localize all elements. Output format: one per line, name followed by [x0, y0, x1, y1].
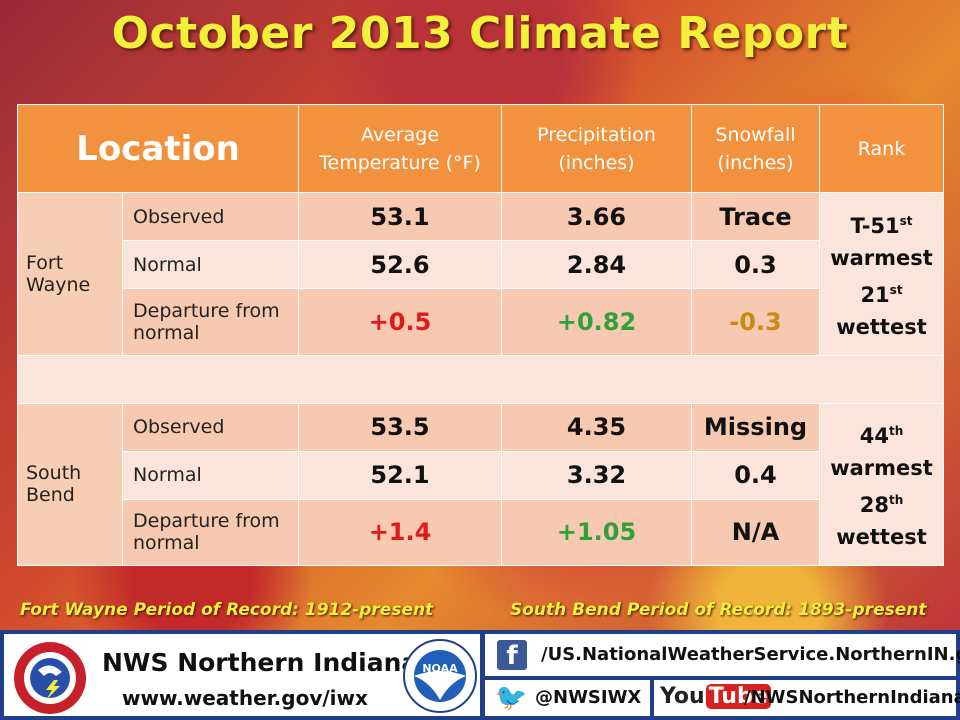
- sb-precip-rank: 28: [859, 493, 889, 518]
- header-rank: Rank: [819, 103, 944, 194]
- fw-precip-rank-word: wettest: [836, 314, 927, 339]
- location-south-bend: South Bend: [17, 402, 123, 567]
- sb-observed-snow: Missing: [691, 402, 820, 452]
- sb-normal-precip: 3.32: [501, 450, 692, 500]
- facebook-icon[interactable]: f: [497, 640, 527, 671]
- footer: NWS Northern Indiana www.weather.gov/iwx…: [0, 630, 960, 720]
- noaa-logo-icon[interactable]: NOAA: [402, 638, 478, 718]
- table-row: Departure from normal +0.5 +0.82 -0.3: [17, 288, 944, 356]
- fw-temp-rank-suffix: st: [899, 213, 913, 228]
- sb-temp-rank-word: warmest: [830, 456, 933, 481]
- table-row: Normal 52.1 3.32 0.4: [17, 450, 944, 500]
- fw-normal-snow: 0.3: [691, 240, 820, 290]
- sb-observed-precip: 4.35: [501, 402, 692, 452]
- youtube-logo-tube: Tube: [705, 684, 771, 709]
- header-avg-temp: Average Temperature (°F): [298, 103, 502, 194]
- row-label-departure: Departure from normal: [122, 288, 299, 356]
- south-bend-period-of-record: South Bend Period of Record: 1893-presen…: [510, 600, 927, 620]
- fw-temp-rank: T-51: [850, 213, 900, 238]
- sb-normal-snow: 0.4: [691, 450, 820, 500]
- spacer-row: [17, 354, 944, 404]
- sb-normal-temp: 52.1: [298, 450, 502, 500]
- fw-observed-temp: 53.1: [298, 192, 502, 242]
- sb-departure-snow: N/A: [691, 498, 820, 567]
- header-snowfall: Snowfall (inches): [691, 103, 820, 194]
- youtube-logo-you: You: [660, 684, 705, 709]
- fw-temp-rank-word: warmest: [830, 245, 933, 270]
- header-row: Location Average Temperature (°F) Precip…: [17, 103, 944, 194]
- sb-precip-rank-suffix: th: [888, 493, 904, 508]
- row-label-observed: Observed: [122, 402, 299, 452]
- sb-precip-rank-word: wettest: [836, 525, 927, 550]
- spacer-cell: [17, 354, 944, 404]
- twitter-link[interactable]: @NWSIWX: [535, 687, 642, 708]
- youtube-box: You Tube /NWSNorthernIndiana: [654, 680, 960, 716]
- youtube-logo[interactable]: You Tube: [660, 684, 771, 709]
- fw-departure-temp: +0.5: [298, 288, 502, 356]
- facebook-box: f /US.NationalWeatherService.NorthernIN.…: [485, 634, 960, 676]
- noaa-label: NOAA: [422, 662, 458, 675]
- nws-office-name: NWS Northern Indiana: [102, 648, 419, 677]
- fort-wayne-period-of-record: Fort Wayne Period of Record: 1912-presen…: [20, 600, 434, 620]
- fw-precip-rank-suffix: st: [889, 282, 903, 297]
- header-location: Location: [17, 103, 299, 194]
- sb-temp-rank-suffix: th: [888, 424, 904, 439]
- header-precipitation: Precipitation (inches): [501, 103, 692, 194]
- fw-normal-temp: 52.6: [298, 240, 502, 290]
- table-row: South Bend Observed 53.5 4.35 Missing 44…: [17, 402, 944, 567]
- row-label-normal: Normal: [122, 240, 299, 290]
- climate-table: Location Average Temperature (°F) Precip…: [17, 103, 944, 567]
- twitter-icon[interactable]: 🐦: [495, 683, 528, 713]
- twitter-box: 🐦 @NWSIWX: [485, 680, 650, 716]
- fw-rank: T-51st warmest 21st wettest: [819, 192, 944, 356]
- fw-observed-snow: Trace: [691, 192, 820, 242]
- row-label-departure: Departure from normal: [122, 498, 299, 567]
- fw-normal-precip: 2.84: [501, 240, 692, 290]
- row-label-normal: Normal: [122, 450, 299, 500]
- sb-departure-precip: +1.05: [501, 498, 692, 567]
- table-row: Departure from normal +1.4 +1.05 N/A: [17, 498, 944, 567]
- nws-logo-icon[interactable]: [10, 640, 90, 720]
- sb-departure-temp: +1.4: [298, 498, 502, 567]
- sb-observed-temp: 53.5: [298, 402, 502, 452]
- sb-rank: 44th warmest 28th wettest: [819, 402, 944, 567]
- nws-website-link[interactable]: www.weather.gov/iwx: [122, 686, 368, 710]
- location-fort-wayne: Fort Wayne: [17, 192, 123, 356]
- fw-precip-rank: 21: [860, 282, 890, 307]
- sb-temp-rank: 44: [859, 424, 889, 449]
- row-label-observed: Observed: [122, 192, 299, 242]
- page-title: October 2013 Climate Report: [111, 8, 849, 59]
- youtube-link[interactable]: /NWSNorthernIndiana: [744, 687, 960, 708]
- facebook-link[interactable]: /US.NationalWeatherService.NorthernIN.go…: [541, 644, 960, 665]
- nws-info-box: NWS Northern Indiana www.weather.gov/iwx…: [4, 634, 480, 716]
- table-row: Normal 52.6 2.84 0.3: [17, 240, 944, 290]
- fw-departure-snow: -0.3: [691, 288, 820, 356]
- table-row: Fort Wayne Observed 53.1 3.66 Trace T-51…: [17, 192, 944, 356]
- fw-observed-precip: 3.66: [501, 192, 692, 242]
- fw-departure-precip: +0.82: [501, 288, 692, 356]
